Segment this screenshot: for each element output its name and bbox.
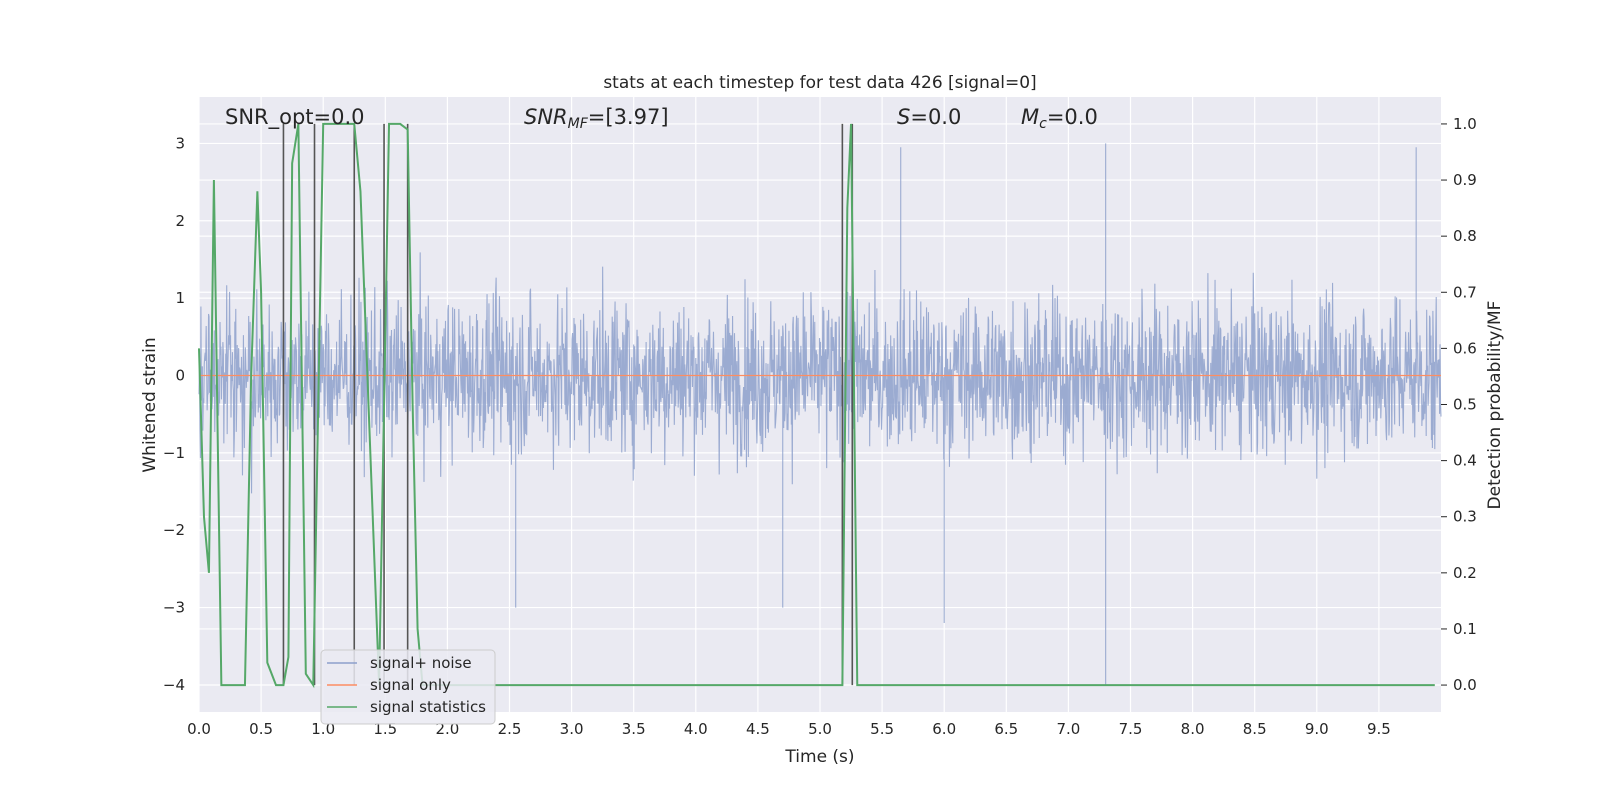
- y2-tick-label: 0.8: [1453, 227, 1477, 245]
- x-tick-label: 8.0: [1181, 720, 1205, 738]
- annotation-mc-sub: c: [1039, 116, 1047, 132]
- annotation-snr-mf-main: SNR: [524, 105, 568, 129]
- y2-tick-label: 0.3: [1453, 508, 1477, 526]
- annotation-snr-opt: SNR_opt=0.0: [225, 105, 365, 130]
- annotation-snr-mf: SNRMF=[3.97]: [524, 105, 669, 132]
- y2-tick-label: 0.9: [1453, 171, 1477, 189]
- signal-noise-series: [198, 143, 1442, 685]
- y2-axis-label: Detection probability/MF: [1485, 301, 1505, 510]
- legend-label-signal-noise: signal+ noise: [370, 654, 472, 672]
- annotation-s: S=0.0: [897, 105, 961, 129]
- annotation-mc-value: =0.0: [1047, 105, 1098, 129]
- x-tick-label: 9.5: [1367, 720, 1391, 738]
- x-tick-label: 0.0: [187, 720, 211, 738]
- chart-title: stats at each timestep for test data 426…: [603, 73, 1036, 93]
- x-tick-label: 7.0: [1056, 720, 1080, 738]
- legend: signal+ noise signal only signal statist…: [320, 649, 496, 725]
- annotation-snr-mf-value: =[3.97]: [588, 105, 669, 129]
- annotation-mc: Mc=0.0: [1021, 105, 1098, 132]
- y2-tick-label: 1.0: [1453, 115, 1477, 133]
- x-tick-label: 4.5: [746, 720, 770, 738]
- y-tick-label: 0: [175, 366, 185, 384]
- y-tick-label: −1: [163, 444, 185, 462]
- x-tick-label: 5.5: [870, 720, 894, 738]
- signal-statistics-series: [198, 122, 1435, 689]
- x-tick-label: 3.0: [560, 720, 584, 738]
- y2-tick-label: 0.6: [1453, 339, 1477, 357]
- y-tick-label: 3: [175, 134, 185, 152]
- y-tick-label: 1: [175, 289, 185, 307]
- y-tick-label: −2: [163, 521, 185, 539]
- y-tick-label: −3: [163, 599, 185, 617]
- x-tick-label: 3.5: [622, 720, 646, 738]
- y2-tick-label: 0.1: [1453, 620, 1477, 638]
- signal-statistics-line: [198, 122, 1435, 689]
- x-tick-label: 9.0: [1305, 720, 1329, 738]
- legend-label-signal-only: signal only: [370, 676, 451, 694]
- x-tick-label: 2.5: [498, 720, 522, 738]
- x-tick-label: 8.5: [1243, 720, 1267, 738]
- y-tick-label: −4: [163, 676, 185, 694]
- y2-tick-label: 0.2: [1453, 564, 1477, 582]
- y2-tick-label: 0.4: [1453, 452, 1477, 470]
- x-tick-label: 7.5: [1119, 720, 1143, 738]
- y2-tick-label: 0.5: [1453, 396, 1477, 414]
- legend-label-signal-statistics: signal statistics: [370, 698, 486, 716]
- x-tick-label: 0.5: [249, 720, 273, 738]
- y-axis-label: Whitened strain: [140, 337, 160, 472]
- annotation-s-value: =0.0: [910, 105, 961, 129]
- annotation-snr-mf-sub: MF: [568, 116, 589, 132]
- annotation-s-main: S: [897, 105, 910, 129]
- x-axis-ticks: 0.0 0.5 1.0 1.5 2.0 2.5 3.0 3.5 4.0 4.5 5.0 5.5 6.0 6…: [187, 720, 1391, 738]
- y2-tick-label: 0.7: [1453, 283, 1477, 301]
- legend-box: [320, 649, 496, 725]
- x-tick-label: 6.5: [994, 720, 1018, 738]
- x-tick-label: 5.0: [808, 720, 832, 738]
- y-tick-label: 2: [175, 212, 185, 230]
- annotation-mc-main: M: [1021, 105, 1039, 129]
- annotations: SNR_opt=0.0 SNRMF=[3.97] S=0.0 Mc=0.0: [225, 105, 1098, 132]
- y-axis-ticks: −4 −3 −2 −1 0 1 2 3: [163, 134, 185, 694]
- y2-tick-label: 0.0: [1453, 676, 1477, 694]
- x-axis-label: Time (s): [784, 747, 854, 767]
- grid: [198, 97, 1441, 712]
- x-tick-label: 4.0: [684, 720, 708, 738]
- signal-noise-line: [198, 143, 1442, 685]
- y2-axis-ticks: 0.0 0.1 0.2 0.3 0.4 0.5 0.6 0.7 0.8 0.9 1.0: [1441, 115, 1477, 694]
- x-tick-label: 6.0: [932, 720, 956, 738]
